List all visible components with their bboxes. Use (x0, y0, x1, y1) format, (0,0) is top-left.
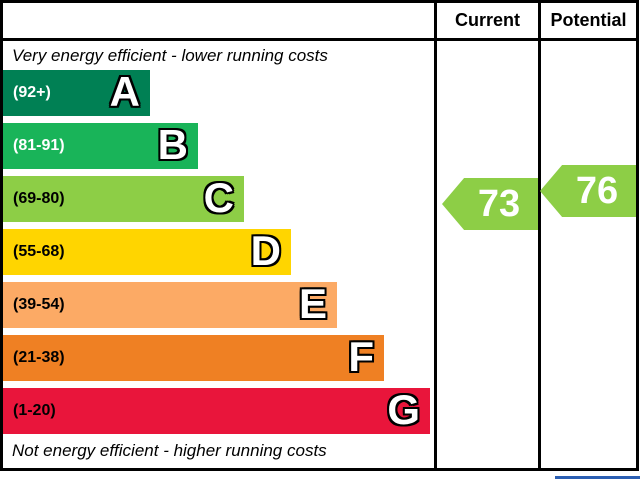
potential-rating-value: 76 (575, 170, 619, 212)
potential-rating-arrow: 76 (540, 165, 636, 217)
band-range-label: (81-91) (13, 137, 65, 154)
column-divider-current (434, 3, 437, 468)
band-range-label: (21-38) (13, 349, 65, 366)
band-letter: D (250, 227, 281, 275)
caption-very-efficient: Very energy efficient - lower running co… (12, 46, 328, 65)
band-letter: C (203, 174, 234, 222)
band-f: (21-38) F (3, 335, 384, 381)
band-letter: G (387, 386, 420, 434)
band-letter: B (157, 121, 188, 169)
band-a: (92+) A (3, 70, 150, 116)
band-letter: F (348, 333, 374, 381)
band-g: (1-20) G (3, 388, 430, 434)
band-range-label: (39-54) (13, 296, 65, 313)
header-divider (3, 38, 636, 41)
band-b: (81-91) B (3, 123, 198, 169)
current-column-header: Current (454, 10, 520, 30)
column-divider-potential (538, 3, 541, 468)
band-range-label: (55-68) (13, 243, 65, 260)
bottom-partial-blue-border (555, 476, 640, 479)
band-letter: E (298, 280, 327, 328)
band-range-label: (92+) (13, 84, 51, 101)
band-e: (39-54) E (3, 282, 337, 328)
current-rating-arrow: 73 (442, 178, 538, 230)
rating-bands: (92+) A (81-91) B (69-80) C (55-68) D (3… (3, 70, 434, 441)
band-letter: A (109, 68, 140, 116)
band-d: (55-68) D (3, 229, 291, 275)
caption-not-efficient: Not energy efficient - higher running co… (12, 441, 327, 460)
potential-column-header: Potential (550, 10, 627, 30)
band-range-label: (69-80) (13, 190, 65, 207)
band-range-label: (1-20) (13, 402, 56, 419)
band-c: (69-80) C (3, 176, 244, 222)
current-rating-value: 73 (477, 183, 521, 225)
